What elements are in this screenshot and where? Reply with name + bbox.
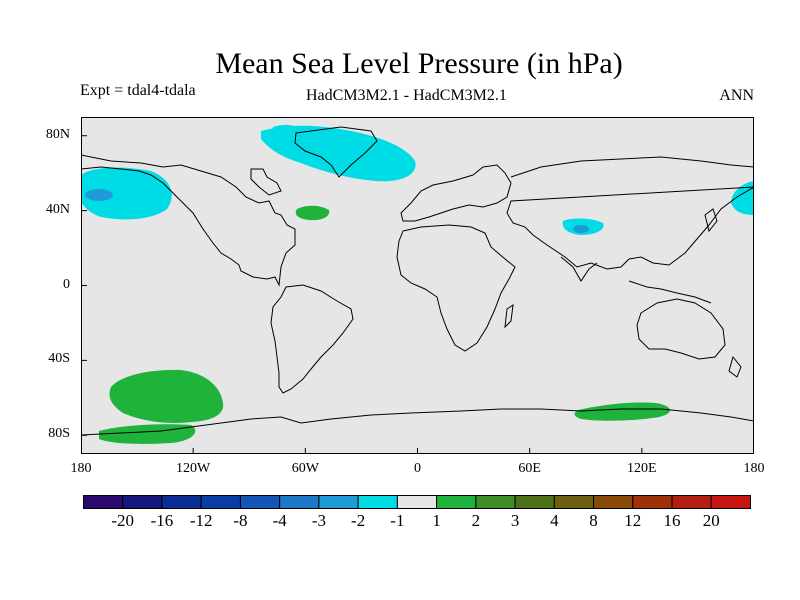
colorbar-label: 2 bbox=[471, 511, 481, 530]
anomaly-negative-west-pacific-edge bbox=[731, 181, 754, 215]
colorbar-swatch bbox=[161, 495, 202, 509]
lat-tick-label: 80N bbox=[45, 126, 70, 142]
lon-tick-label: 180 bbox=[70, 461, 92, 476]
colorbar-label: -8 bbox=[233, 511, 248, 530]
colorbar-label: -12 bbox=[189, 511, 213, 530]
colorbar-swatch bbox=[710, 495, 751, 509]
anomaly-negative-north-pacific bbox=[81, 167, 172, 220]
map-title: Mean Sea Level Pressure (in hPa) bbox=[215, 47, 623, 80]
axis-ticks bbox=[81, 135, 754, 454]
colorbar-swatch bbox=[200, 495, 241, 509]
anomaly-regions bbox=[81, 124, 754, 444]
coastlines bbox=[81, 126, 754, 436]
colorbar-label: -2 bbox=[351, 511, 366, 530]
colorbar-swatch bbox=[396, 495, 438, 509]
coast-africa bbox=[396, 224, 516, 352]
coast-australia bbox=[636, 298, 726, 360]
colorbar-swatch bbox=[279, 495, 320, 509]
anomaly-positive-south-pacific bbox=[109, 369, 224, 423]
colorbar-label: -1 bbox=[390, 511, 405, 530]
colorbar bbox=[83, 495, 751, 509]
colorbar-label: 20 bbox=[702, 511, 720, 530]
lon-tick-label: 0 bbox=[414, 461, 421, 476]
colorbar-swatch bbox=[553, 495, 595, 509]
model-label: HadCM3M2.1 - HadCM3M2.1 bbox=[306, 87, 507, 104]
lon-tick-label: 180 bbox=[743, 461, 765, 476]
lat-tick-label: 40S bbox=[48, 351, 70, 367]
coast-hudson bbox=[250, 168, 282, 196]
lat-tick-label: 80S bbox=[48, 426, 70, 442]
colorbar-label: 16 bbox=[663, 511, 681, 530]
coast-new-zealand bbox=[728, 355, 742, 378]
colorbar-label: 4 bbox=[550, 511, 559, 530]
colorbar-label: -3 bbox=[311, 511, 326, 530]
colorbar-swatch bbox=[632, 495, 673, 509]
anomaly-negative-arctic-west bbox=[273, 124, 301, 138]
colorbar-label: -4 bbox=[272, 511, 287, 530]
colorbar-swatch bbox=[436, 495, 477, 509]
lon-tick-label: 60E bbox=[518, 461, 541, 476]
colorbar-label: 12 bbox=[624, 511, 642, 530]
coast-indonesia bbox=[628, 280, 712, 304]
pressure-map bbox=[81, 117, 754, 454]
coast-asia bbox=[506, 156, 754, 270]
colorbar-swatch bbox=[671, 495, 712, 509]
lon-tick-label: 120W bbox=[176, 461, 211, 476]
coast-japan bbox=[704, 208, 718, 233]
colorbar-swatch bbox=[83, 495, 124, 509]
anomaly-positive-north-atlantic bbox=[295, 205, 330, 221]
experiment-label: Expt = tdal4-tdala bbox=[80, 82, 196, 99]
coast-antarctica bbox=[81, 408, 754, 436]
anomaly-negative-tibet-core bbox=[573, 225, 589, 233]
coast-europe bbox=[400, 164, 512, 222]
colorbar-label: 1 bbox=[432, 511, 441, 530]
lon-tick-label: 60W bbox=[291, 461, 319, 476]
season-label: ANN bbox=[719, 87, 754, 104]
anomaly-negative-north-pacific-core bbox=[85, 189, 113, 201]
anomaly-positive-southern-indian bbox=[574, 402, 670, 421]
lon-tick-label: 120E bbox=[627, 461, 657, 476]
coast-madagascar bbox=[504, 303, 514, 329]
coast-north-america bbox=[81, 154, 296, 287]
colorbar-swatch bbox=[514, 495, 555, 509]
colorbar-swatch bbox=[475, 495, 516, 509]
colorbar-swatch bbox=[239, 495, 281, 509]
lat-tick-label: 40N bbox=[45, 201, 70, 217]
colorbar-label: 8 bbox=[589, 511, 598, 530]
colorbar-swatch bbox=[318, 495, 359, 509]
colorbar-swatch bbox=[357, 495, 398, 509]
colorbar-swatch bbox=[122, 495, 163, 509]
coast-greenland bbox=[294, 126, 378, 178]
colorbar-label: -16 bbox=[150, 511, 174, 530]
lat-tick-label: 0 bbox=[63, 276, 70, 292]
coast-india bbox=[560, 256, 598, 282]
coast-south-america bbox=[270, 284, 354, 394]
anomaly-negative-arctic bbox=[261, 125, 416, 182]
colorbar-swatch bbox=[593, 495, 634, 509]
colorbar-label: -20 bbox=[111, 511, 135, 530]
colorbar-label: 3 bbox=[510, 511, 520, 530]
